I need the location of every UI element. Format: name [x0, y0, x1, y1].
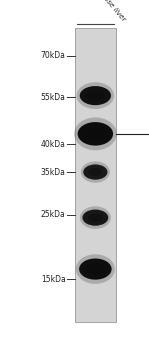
Ellipse shape — [86, 264, 105, 274]
Ellipse shape — [88, 214, 103, 222]
Ellipse shape — [77, 82, 114, 109]
Ellipse shape — [76, 254, 115, 284]
Text: 15kDa: 15kDa — [41, 275, 66, 284]
Ellipse shape — [81, 161, 110, 183]
Text: 40kDa: 40kDa — [41, 140, 66, 149]
Ellipse shape — [86, 91, 105, 100]
Ellipse shape — [85, 128, 106, 140]
Ellipse shape — [78, 122, 113, 146]
Ellipse shape — [79, 259, 112, 280]
Ellipse shape — [88, 168, 103, 176]
FancyBboxPatch shape — [74, 28, 116, 322]
Text: 25kDa: 25kDa — [41, 210, 66, 219]
Ellipse shape — [80, 86, 111, 105]
Text: 35kDa: 35kDa — [41, 168, 66, 176]
Text: Mouse liver: Mouse liver — [95, 0, 127, 22]
Ellipse shape — [82, 210, 108, 226]
Ellipse shape — [83, 164, 107, 180]
Text: 70kDa: 70kDa — [41, 51, 66, 61]
Ellipse shape — [80, 206, 111, 229]
Text: 55kDa: 55kDa — [41, 93, 66, 101]
Ellipse shape — [74, 117, 117, 150]
